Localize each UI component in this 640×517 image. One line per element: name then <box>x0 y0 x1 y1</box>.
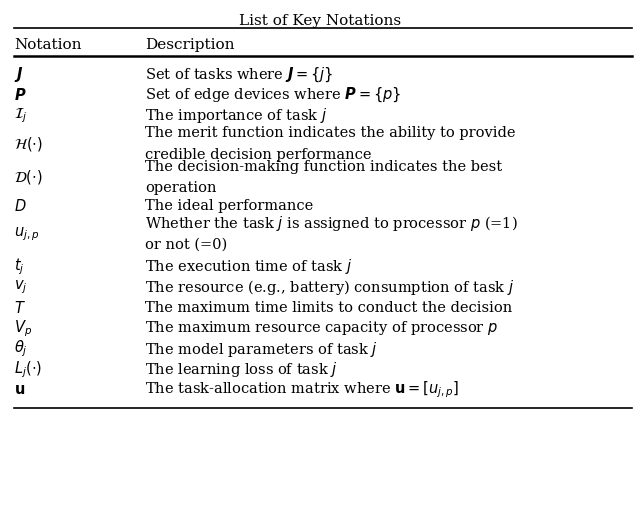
Text: $\mathcal{D}(\cdot)$: $\mathcal{D}(\cdot)$ <box>14 168 43 186</box>
Text: Whether the task $j$ is assigned to processor $p$ (=1): Whether the task $j$ is assigned to proc… <box>145 214 518 233</box>
Text: The decision-making function indicates the best: The decision-making function indicates t… <box>145 160 502 174</box>
Text: $\theta_j$: $\theta_j$ <box>14 339 28 359</box>
Text: $v_j$: $v_j$ <box>14 279 28 296</box>
Text: The importance of task $j$: The importance of task $j$ <box>145 106 327 125</box>
Text: The task-allocation matrix where $\mathbf{u} = [u_{j,p}]$: The task-allocation matrix where $\mathb… <box>145 380 459 401</box>
Text: Description: Description <box>145 38 234 52</box>
Text: The ideal performance: The ideal performance <box>145 199 313 212</box>
Text: Set of tasks where $\boldsymbol{J} = \{j\}$: Set of tasks where $\boldsymbol{J} = \{j… <box>145 65 333 84</box>
Text: $\mathcal{H}(\cdot)$: $\mathcal{H}(\cdot)$ <box>14 135 43 153</box>
Text: $D$: $D$ <box>14 197 27 214</box>
Text: $V_p$: $V_p$ <box>14 318 32 339</box>
Text: $\boldsymbol{P}$: $\boldsymbol{P}$ <box>14 87 27 103</box>
Text: $t_j$: $t_j$ <box>14 256 25 277</box>
Text: The resource (e.g., battery) consumption of task $j$: The resource (e.g., battery) consumption… <box>145 278 514 297</box>
Text: $L_j(\cdot)$: $L_j(\cdot)$ <box>14 359 42 380</box>
Text: List of Key Notations: List of Key Notations <box>239 14 401 28</box>
Text: $T$: $T$ <box>14 300 26 316</box>
Text: Set of edge devices where $\boldsymbol{P} = \{p\}$: Set of edge devices where $\boldsymbol{P… <box>145 86 401 104</box>
Text: Notation: Notation <box>14 38 82 52</box>
Text: The maximum resource capacity of processor $p$: The maximum resource capacity of process… <box>145 320 498 338</box>
Text: operation: operation <box>145 181 216 195</box>
Text: $\mathcal{I}_j$: $\mathcal{I}_j$ <box>14 107 28 125</box>
Text: or not (=0): or not (=0) <box>145 238 227 252</box>
Text: $\mathbf{u}$: $\mathbf{u}$ <box>14 383 25 397</box>
Text: $\boldsymbol{J}$: $\boldsymbol{J}$ <box>14 65 24 84</box>
Text: The maximum time limits to conduct the decision: The maximum time limits to conduct the d… <box>145 301 512 315</box>
Text: The merit function indicates the ability to provide: The merit function indicates the ability… <box>145 126 515 140</box>
Text: The execution time of task $j$: The execution time of task $j$ <box>145 257 352 276</box>
Text: The learning loss of task $j$: The learning loss of task $j$ <box>145 360 337 379</box>
Text: The model parameters of task $j$: The model parameters of task $j$ <box>145 340 378 358</box>
Text: credible decision performance: credible decision performance <box>145 147 371 162</box>
Text: $u_{j,p}$: $u_{j,p}$ <box>14 225 40 242</box>
